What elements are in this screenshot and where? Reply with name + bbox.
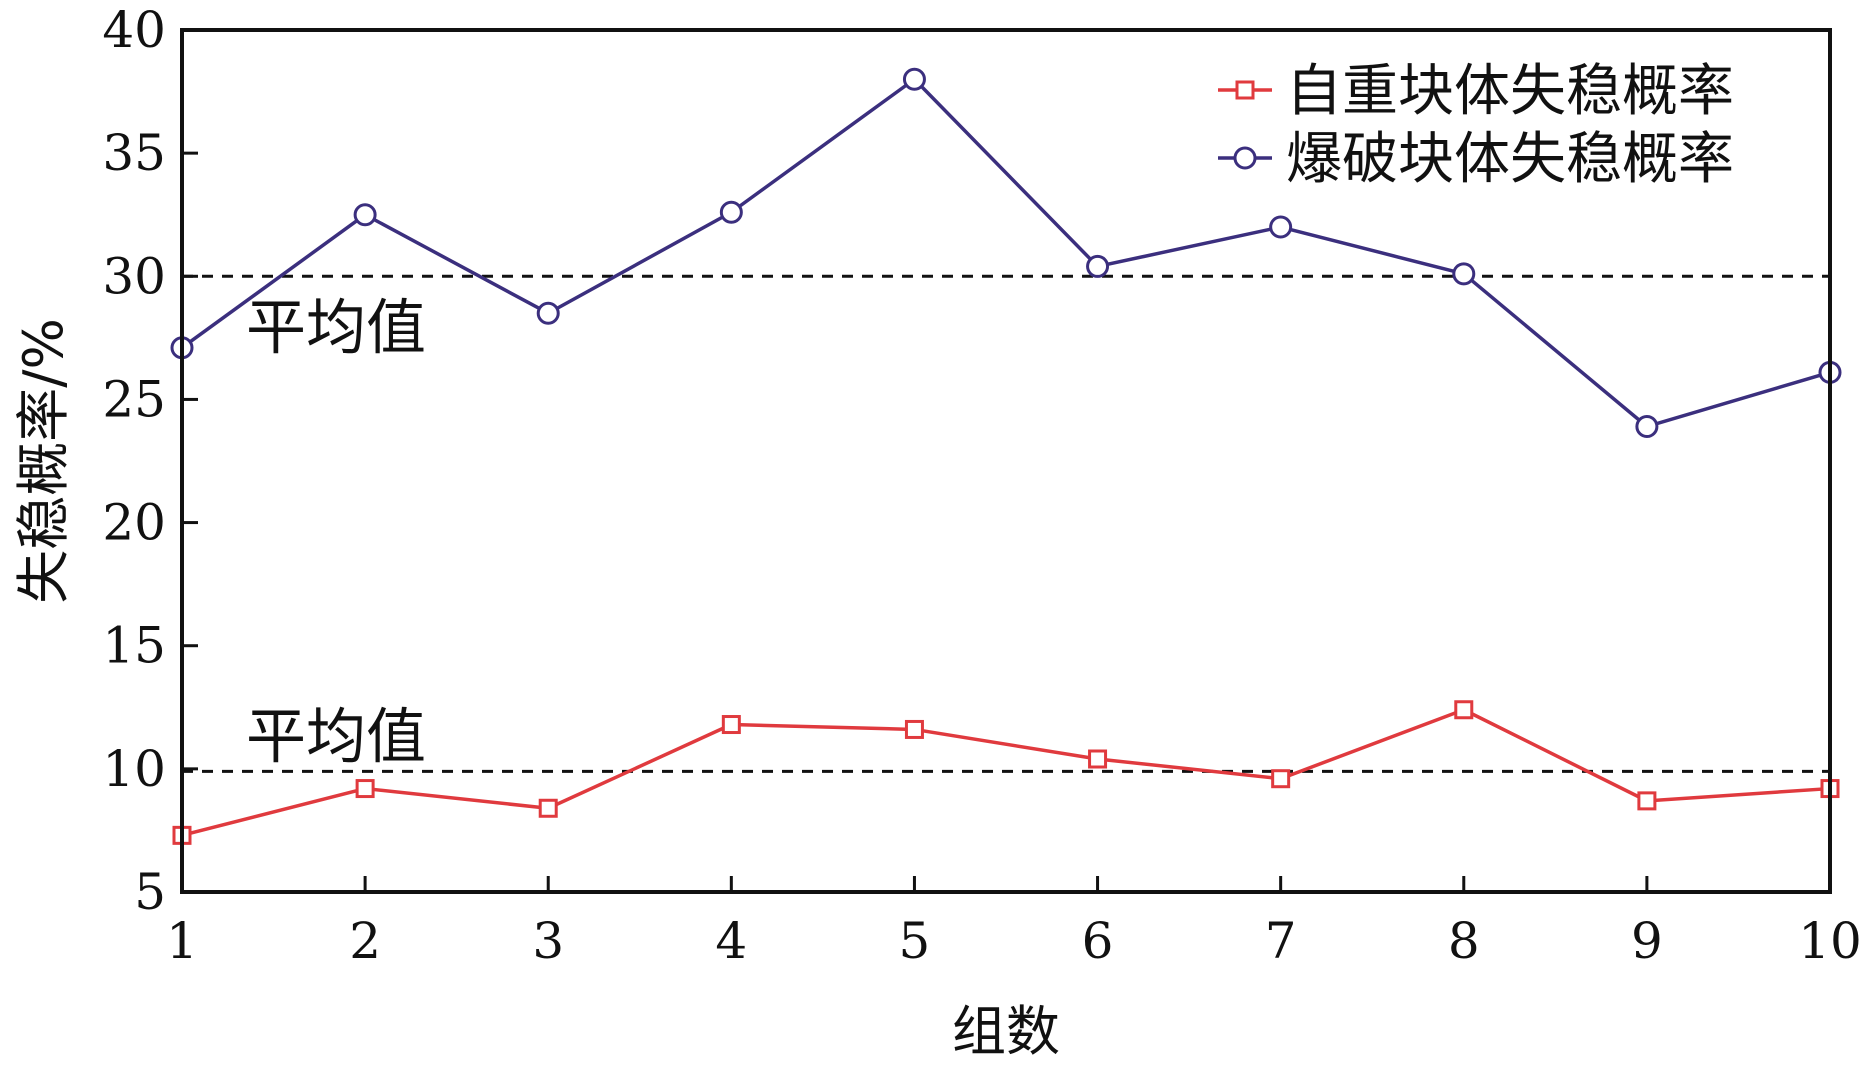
series-2-point-7 (1269, 215, 1293, 239)
legend-label-2: 爆破块体失稳概率 (1286, 127, 1734, 192)
axes-layer (180, 28, 1832, 894)
series-1-point-7 (1271, 769, 1291, 789)
series-line-2 (180, 77, 1831, 429)
series-2-point-5 (902, 67, 926, 91)
y-tick-label-2: 10 (102, 740, 166, 798)
series-1-point-6 (1088, 749, 1108, 769)
series-1-point-2 (355, 779, 375, 799)
series-2-point-8 (1452, 262, 1476, 286)
reference-lines-layer (182, 274, 1830, 773)
reference-line-label-2: 平均值 (246, 293, 426, 363)
x-tick-label-9: 9 (1631, 912, 1663, 970)
x-tick-label-1: 1 (166, 912, 198, 970)
legend-item-2: 爆破块体失稳概率 (1218, 127, 1734, 192)
x-tick-label-5: 5 (899, 912, 931, 970)
series-2-point-4 (719, 200, 743, 224)
series-line-1 (181, 707, 1831, 838)
legend-item-1: 自重块体失稳概率 (1218, 59, 1734, 124)
x-tick-label-10: 10 (1798, 912, 1862, 970)
series-2-point-9 (1635, 415, 1659, 439)
x-tick-label-4: 4 (715, 912, 747, 970)
y-axis-title: 失稳概率/% (12, 318, 75, 604)
x-tick-label-3: 3 (532, 912, 564, 970)
series-2-point-6 (1086, 254, 1110, 278)
axis-titles-layer: 组数 失稳概率/% (12, 318, 1060, 1063)
y-tick-label-3: 15 (102, 617, 166, 675)
x-tick-label-8: 8 (1448, 912, 1480, 970)
y-tick-label-4: 20 (102, 494, 166, 552)
x-axis-title: 组数 (952, 1000, 1060, 1063)
series-2-point-2 (353, 203, 377, 227)
reference-line-label-1: 平均值 (246, 702, 426, 772)
y-tick-label-6: 30 (102, 247, 166, 305)
series-2-point-3 (536, 301, 560, 325)
legend-label-1: 自重块体失稳概率 (1286, 59, 1734, 124)
legend-marker-1 (1235, 80, 1255, 100)
x-tick-label-6: 6 (1082, 912, 1114, 970)
series-layer (170, 67, 1842, 845)
series-1-point-8 (1454, 700, 1474, 720)
series-1-point-5 (904, 719, 924, 739)
y-tick-label-5: 25 (102, 370, 166, 428)
tick-labels-layer: 1 2 3 4 5 6 7 8 9 10 5 10 15 20 25 30 35 40 (102, 1, 1861, 970)
series-1-point-3 (538, 798, 558, 818)
x-tick-label-7: 7 (1265, 912, 1297, 970)
y-tick-label-8: 40 (102, 1, 166, 59)
y-tick-label-1: 5 (134, 863, 166, 921)
x-tick-label-2: 2 (349, 912, 381, 970)
y-tick-label-7: 35 (102, 124, 166, 182)
series-1-point-9 (1637, 791, 1657, 811)
plot-frame (180, 28, 1832, 894)
series-1-point-4 (721, 715, 741, 735)
legend-marker-2 (1233, 146, 1257, 170)
